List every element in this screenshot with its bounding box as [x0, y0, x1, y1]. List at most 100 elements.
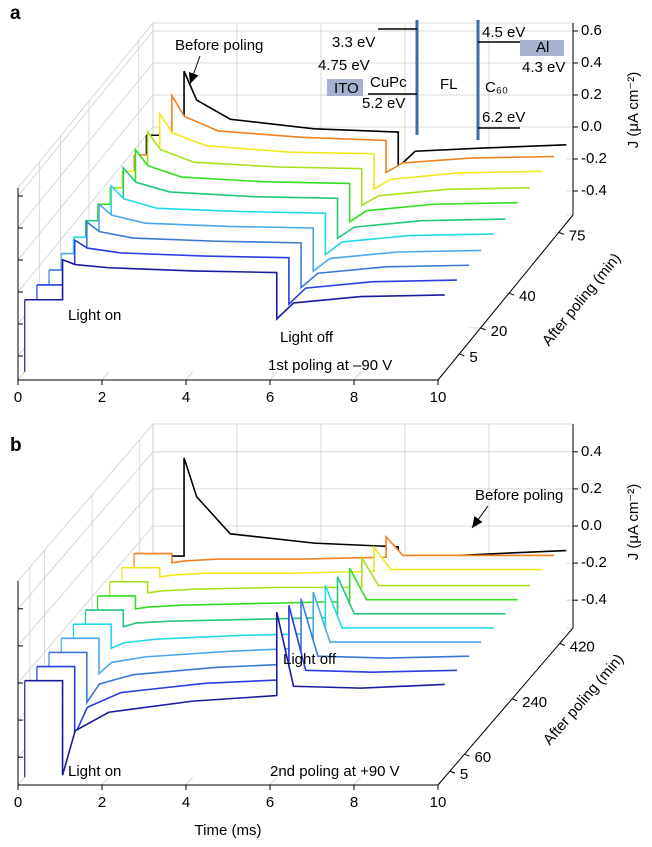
y-tick-label: 0.2 — [581, 480, 602, 497]
trace — [85, 165, 506, 240]
z-tick-label: 5 — [460, 766, 468, 783]
trace — [85, 576, 506, 628]
y-tick-label: 0.4 — [581, 54, 602, 71]
x-tick-label: 6 — [266, 389, 274, 406]
inset-label: ITO — [334, 80, 359, 97]
grid-line — [17, 126, 154, 293]
y-tick-label: -0.4 — [581, 591, 607, 608]
x-tick-label: 0 — [14, 389, 22, 406]
trace — [121, 111, 542, 191]
z-tick-label: 75 — [569, 227, 586, 244]
grid-line — [17, 62, 154, 229]
x-tick-label: 2 — [98, 389, 106, 406]
annotation: Before poling — [475, 487, 563, 504]
trace — [146, 70, 567, 170]
annotation: Light on — [68, 763, 121, 780]
panel-label: a — [10, 3, 21, 24]
x-tick-label: 0 — [14, 794, 22, 811]
y-tick-label: 0.6 — [581, 22, 602, 39]
arrow-head — [188, 71, 199, 84]
annotation: 2nd poling at +90 V — [270, 763, 400, 780]
y-tick-label: -0.2 — [581, 150, 607, 167]
y-axis-label: J (μA cm⁻²) — [625, 72, 642, 149]
annotation: Before poling — [175, 37, 263, 54]
panel-label: b — [10, 435, 22, 456]
inset-label: C₆₀ — [485, 79, 508, 96]
trace — [109, 129, 530, 207]
x-tick-label: 4 — [182, 794, 190, 811]
z-tick — [558, 231, 564, 235]
electrode-box — [327, 79, 363, 96]
arrow-head — [472, 516, 483, 528]
y-tick-label: 0.0 — [581, 517, 602, 534]
y-tick-label: 0.0 — [581, 118, 602, 135]
trace — [61, 202, 482, 273]
z-tick — [511, 698, 518, 702]
annotation: Light off — [280, 329, 334, 346]
trace — [73, 584, 494, 650]
inset-label: 3.3 eV — [332, 34, 375, 51]
trace-backdrop — [24, 612, 445, 778]
trace — [134, 534, 555, 564]
z-tick-label: 20 — [491, 323, 508, 340]
trace — [49, 220, 470, 290]
trace — [97, 567, 518, 610]
x-tick-label: 6 — [266, 794, 274, 811]
inset-label: CuPc — [370, 74, 407, 91]
trace — [97, 147, 518, 224]
trace — [121, 544, 542, 578]
y-tick-label: 0.4 — [581, 443, 602, 460]
trace — [61, 591, 482, 676]
z-tick — [559, 642, 565, 646]
trace — [109, 554, 530, 594]
inset-label: 4.75 eV — [318, 57, 370, 74]
x-tick-label: 8 — [350, 389, 358, 406]
x-tick-label: 10 — [430, 794, 447, 811]
trace — [49, 598, 470, 706]
trace — [36, 605, 457, 736]
z-tick-label: 40 — [519, 288, 536, 305]
inset-label: 6.2 eV — [482, 109, 525, 126]
trace — [24, 611, 445, 776]
annotation: Light off — [283, 651, 337, 668]
inset-label: 4.5 eV — [482, 24, 525, 41]
z-tick — [464, 753, 470, 757]
grid-line — [17, 94, 154, 261]
inset-label: Al — [536, 39, 549, 56]
trace — [134, 92, 555, 174]
z-tick — [480, 327, 486, 331]
trace — [73, 183, 494, 257]
inset-label: 4.3 eV — [522, 59, 565, 76]
annotation: Light on — [68, 307, 121, 324]
x-tick-label: 10 — [430, 389, 447, 406]
trace — [24, 258, 445, 321]
y-tick-label: -0.2 — [581, 554, 607, 571]
x-tick-label: 8 — [350, 794, 358, 811]
y-tick-label: 0.2 — [581, 86, 602, 103]
grid-line — [17, 30, 154, 197]
z-tick — [508, 292, 515, 296]
z-tick-label: 420 — [570, 638, 595, 655]
x-axis-label: Time (ms) — [195, 822, 262, 839]
grid-line — [17, 488, 154, 647]
y-tick-label: -0.4 — [581, 182, 607, 199]
y-axis-label: J (μA cm⁻²) — [625, 484, 642, 561]
x-tick-label: 4 — [182, 389, 190, 406]
z-axis-label: After poling (min) — [540, 651, 627, 749]
trace-backdrop — [24, 259, 445, 372]
grid-line — [17, 451, 154, 610]
trace — [36, 238, 457, 306]
z-tick-label: 240 — [522, 694, 547, 711]
grid-line — [17, 525, 154, 684]
x-tick-label: 2 — [98, 794, 106, 811]
z-axis — [437, 214, 574, 381]
z-tick-label: 60 — [474, 749, 491, 766]
z-tick — [459, 353, 465, 357]
electrode-box — [520, 40, 564, 56]
annotation: 1st poling at –90 V — [268, 357, 392, 374]
inset-label: 5.2 eV — [362, 95, 405, 112]
z-axis — [437, 627, 574, 786]
inset-label: FL — [440, 76, 458, 93]
z-axis-label: After poling (min) — [539, 250, 624, 349]
